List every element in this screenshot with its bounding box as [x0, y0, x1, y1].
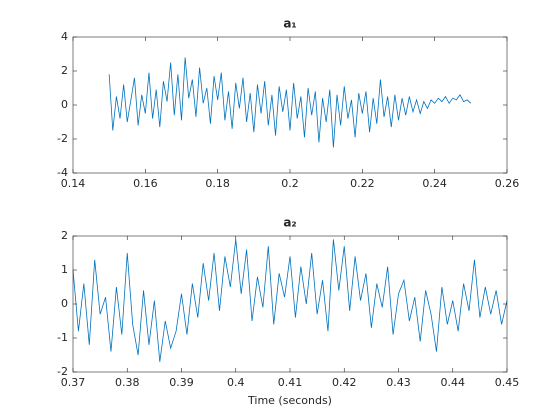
x-tick-label: 0.44 [441, 376, 466, 389]
x-tick-label: 0.41 [278, 376, 303, 389]
x-tick-label: 0.37 [61, 376, 86, 389]
signal-line [72, 239, 508, 362]
x-tick-label: 0.42 [332, 376, 357, 389]
x-tick-label: 0.24 [422, 177, 447, 190]
x-tick-label: 0.4 [227, 376, 245, 389]
y-tick-label: 1 [61, 263, 68, 276]
x-tick-label: 0.22 [350, 177, 375, 190]
signal-line [108, 57, 472, 148]
axes-title: a₂ [283, 216, 296, 230]
y-tick-label: 2 [61, 229, 68, 242]
x-tick-label: 0.14 [61, 177, 86, 190]
y-tick-label: -4 [57, 166, 68, 179]
y-tick-label: 0 [61, 98, 68, 111]
x-tick-label: 0.18 [205, 177, 230, 190]
y-tick-label: 4 [61, 30, 68, 43]
x-tick-label: 0.2 [281, 177, 299, 190]
y-tick-label: -2 [57, 132, 68, 145]
x-tick-label: 0.26 [495, 177, 520, 190]
x-tick-label: 0.45 [495, 376, 520, 389]
x-tick-label: 0.16 [133, 177, 158, 190]
x-axis-label: Time (seconds) [247, 394, 332, 407]
x-tick-label: 0.38 [115, 376, 140, 389]
y-tick-label: -2 [57, 365, 68, 378]
axes-background [73, 37, 507, 173]
y-tick-label: 2 [61, 64, 68, 77]
x-tick-label: 0.39 [169, 376, 194, 389]
x-tick-label: 0.43 [386, 376, 411, 389]
axes-title: a₁ [283, 17, 296, 31]
y-tick-label: -1 [57, 331, 68, 344]
y-tick-label: 0 [61, 297, 68, 310]
